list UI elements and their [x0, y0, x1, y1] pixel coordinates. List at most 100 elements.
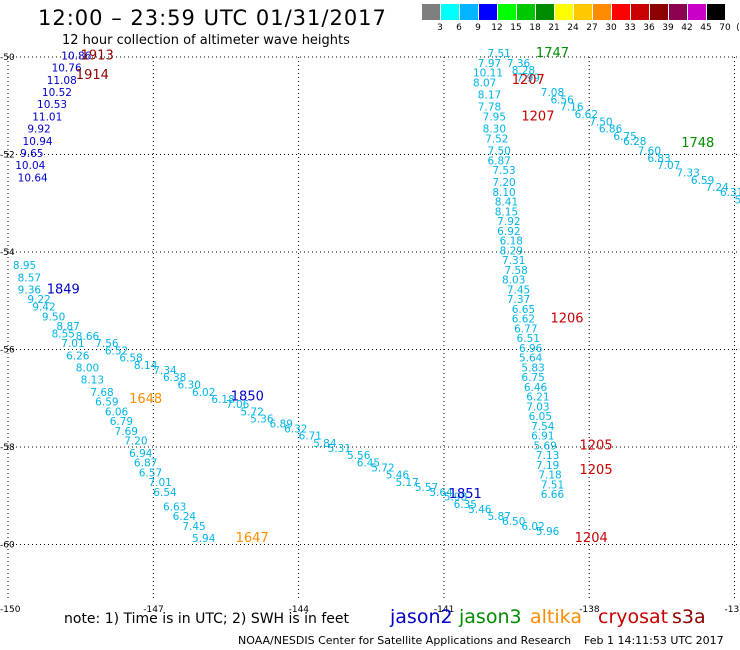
swh-value: 5.64 [519, 353, 543, 365]
pass-labels: 1913 1914 1849 1850 1648 1647 1851 1747 1748 1207… [47, 46, 715, 546]
legend-item-altika: altika [530, 606, 582, 628]
swh-value: 6.87 [134, 458, 157, 470]
lat-tick-label: -52 [0, 151, 15, 161]
swh-value: 5.97 [735, 194, 740, 206]
swh-value: 7.45 [507, 284, 530, 296]
swh-value: 6.57 [139, 467, 162, 479]
swh-value: 8.55 [52, 328, 75, 340]
swh-value: 7.13 [536, 450, 559, 462]
swh-value: 5.36 [250, 414, 274, 426]
swh-value: 7.52 [485, 133, 508, 145]
swh-value: 10.53 [37, 99, 67, 111]
swh-value: 7.99 [517, 72, 540, 84]
swh-value: 6.83 [647, 153, 670, 165]
swh-value: 8.28 [512, 65, 535, 77]
lat-tick-label: -56 [0, 346, 15, 356]
scale-label: 6 [456, 23, 462, 33]
credit-text: NOAA/NESDIS Center for Satellite Applica… [238, 634, 572, 647]
swh-value: 6.58 [119, 353, 142, 365]
scale-swatch [688, 4, 706, 20]
swh-value: 8.15 [495, 206, 518, 218]
swh-value: 7.50 [589, 116, 612, 128]
swh-value: 5.46 [386, 470, 410, 482]
swh-value: 10.52 [42, 87, 72, 99]
swh-value: 7.51 [487, 48, 510, 60]
lat-tick-label: -60 [0, 541, 15, 551]
swh-value: 9.65 [20, 148, 43, 160]
swh-value: 7.36 [507, 58, 531, 70]
pass-label: 1206 [550, 312, 583, 327]
swh-value: 10.11 [473, 68, 503, 80]
legend-item-jason2: jason2 [390, 606, 453, 628]
swh-value: 10.04 [15, 160, 45, 172]
swh-value: 7.95 [483, 111, 506, 123]
swh-value: 8.66 [76, 331, 100, 343]
swh-value: 7.20 [124, 436, 147, 448]
swh-value: 8.17 [478, 89, 501, 101]
scale-swatch [460, 4, 478, 20]
scale-label: 3 [437, 23, 443, 33]
scale-label: 24 [567, 23, 579, 33]
swh-value: 8.87 [56, 321, 79, 333]
swh-value: 11.01 [32, 111, 62, 123]
scale-swatch [707, 4, 725, 20]
scale-swatch [498, 4, 516, 20]
scale-label: 39 [662, 23, 674, 33]
swh-value: 7.31 [502, 255, 525, 267]
swh-value: 5.87 [487, 511, 510, 523]
swh-value: 7.68 [90, 387, 113, 399]
swh-value: 6.28 [623, 136, 646, 148]
swh-value: 7.33 [676, 167, 699, 179]
swh-value: 6.77 [514, 323, 537, 335]
swh-value: 6.51 [517, 333, 540, 345]
scale-swatch [574, 4, 592, 20]
swh-value: 6.87 [487, 155, 510, 167]
pass-label: 1205 [580, 438, 613, 453]
scale-swatch [631, 4, 649, 20]
lon-tick-label: -141 [434, 605, 454, 615]
scale-swatch [517, 4, 535, 20]
swh-value: 6.21 [526, 392, 549, 404]
swh-value: 7.01 [148, 477, 171, 489]
swh-value: 7.16 [560, 102, 584, 114]
swh-value: 6.05 [529, 411, 552, 423]
swh-value: 6.91 [531, 431, 554, 443]
swh-value: 6.31 [720, 187, 740, 199]
scale-label: 18 [529, 23, 541, 33]
swh-value: 6.52 [105, 345, 128, 357]
swh-value: 7.92 [497, 216, 520, 228]
lon-tick-label: -150 [0, 605, 21, 615]
swh-value: 6.02 [521, 521, 544, 533]
swh-value: 5.31 [328, 443, 351, 455]
swh-value: 6.32 [284, 423, 307, 435]
lon-tick-label: -13 [725, 605, 740, 615]
swh-value: 6.38 [163, 372, 186, 384]
pass-label: 1204 [575, 531, 608, 546]
lon-tick-label: -138 [579, 605, 600, 615]
swh-value: 6.63 [163, 501, 186, 513]
swh-value: 7.45 [182, 521, 205, 533]
swh-value: 7.53 [492, 165, 515, 177]
swh-value: 5.72 [371, 462, 394, 474]
swh-value: 7.97 [478, 58, 501, 70]
swh-value: 7.20 [492, 177, 515, 189]
swh-value: 7.34 [153, 365, 177, 377]
lat-tick-label: -54 [0, 248, 15, 258]
scale-label: 21 [548, 23, 560, 33]
pass-label: 1647 [236, 531, 269, 546]
scale-swatch [422, 4, 440, 20]
swh-value: 5.56 [347, 450, 371, 462]
swh-value: 6.02 [192, 387, 215, 399]
swh-value: 5.96 [536, 526, 560, 538]
pass-label: 1648 [129, 392, 162, 407]
scale-swatch [441, 4, 459, 20]
swh-value: 8.30 [483, 124, 506, 136]
altimeter-tracks: 10.8610.7611.0810.5210.5311.019.9210.949… [13, 48, 740, 545]
swh-value: 7.56 [95, 338, 119, 350]
lat-tick-label: -58 [0, 443, 15, 453]
swh-value: 9.36 [18, 284, 42, 296]
swh-value: 8.00 [76, 362, 99, 374]
lon-tick-label: -144 [289, 605, 310, 615]
swh-value: 6.30 [178, 380, 201, 392]
scale-label: 36 [643, 23, 655, 33]
